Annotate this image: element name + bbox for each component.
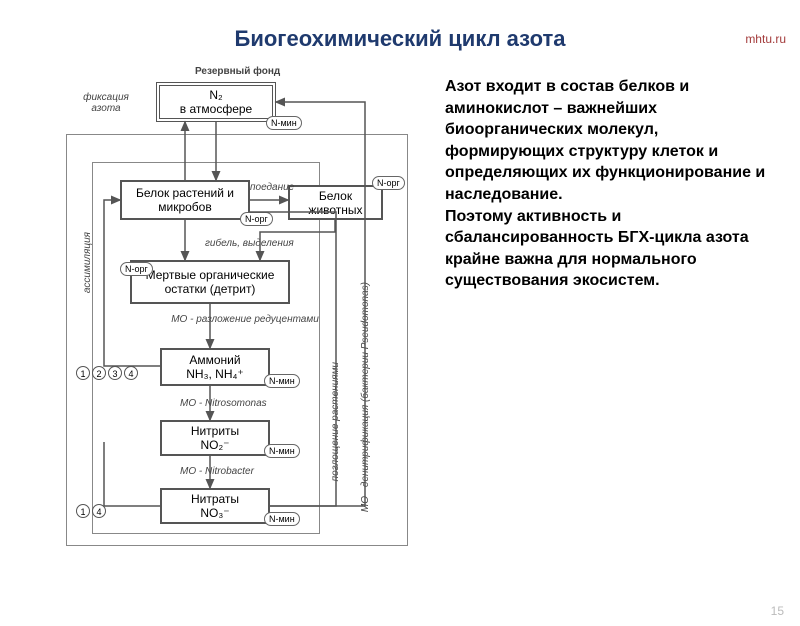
nitrogen-cycle-diagram: Резервный фонд N₂в атмосфере Белок расте… xyxy=(20,62,420,552)
circle-row-1: 1234 xyxy=(76,364,140,382)
label-eating: поедание xyxy=(250,182,294,193)
reserve-fund-label: Резервный фонд xyxy=(195,66,280,77)
label-death: гибель, выделения xyxy=(205,238,294,249)
tag-nmin-nitrite: N-мин xyxy=(264,444,300,458)
circle-marker: 1 xyxy=(76,504,90,518)
node-animal-protein: Белок животных xyxy=(288,185,383,220)
node-atmosphere: N₂в атмосфере xyxy=(156,82,276,122)
label-mo-nitrosomonas: MO - Nitrosomonas xyxy=(180,398,267,409)
circle-marker: 3 xyxy=(108,366,122,380)
circle-marker: 4 xyxy=(124,366,138,380)
tag-norg-animal: N-орг xyxy=(372,176,405,190)
circle-marker: 1 xyxy=(76,366,90,380)
label-mo-nitrobacter: MO - Nitrobacter xyxy=(180,466,254,477)
label-assimilation: ассимиляция xyxy=(82,232,93,293)
tag-norg-plant: N-орг xyxy=(240,212,273,226)
tag-nmin-nitrate: N-мин xyxy=(264,512,300,526)
tag-nmin-ammonium: N-мин xyxy=(264,374,300,388)
circle-row-2: 14 xyxy=(76,502,108,520)
content-area: Резервный фонд N₂в атмосфере Белок расте… xyxy=(0,52,800,592)
tag-norg-detritus: N-орг xyxy=(120,262,153,276)
circle-marker: 2 xyxy=(92,366,106,380)
label-fixation: фиксация азота xyxy=(78,92,134,114)
node-plant-protein: Белок растений и микробов xyxy=(120,180,250,220)
site-label: mhtu.ru xyxy=(745,32,786,46)
node-nitrate: НитратыNO₃⁻ xyxy=(160,488,270,524)
page-title: Биогеохимический цикл азота xyxy=(0,26,800,52)
label-denitrification: МО - денитрификация (бактерии Pseudomona… xyxy=(360,282,371,512)
label-mo-reducers: МО - разложение редуцентами xyxy=(170,314,320,325)
label-plant-uptake: поглощение растениями xyxy=(330,362,341,481)
node-nitrite: НитритыNO₂⁻ xyxy=(160,420,270,456)
page-number: 15 xyxy=(771,604,784,618)
tag-nmin-atmo: N-мин xyxy=(266,116,302,130)
node-ammonium: АммонийNH₃, NH₄⁺ xyxy=(160,348,270,386)
circle-marker: 4 xyxy=(92,504,106,518)
description-text: Азот входит в состав белков и аминокисло… xyxy=(445,76,775,292)
node-detritus: Мертвые органические остатки (детрит) xyxy=(130,260,290,304)
